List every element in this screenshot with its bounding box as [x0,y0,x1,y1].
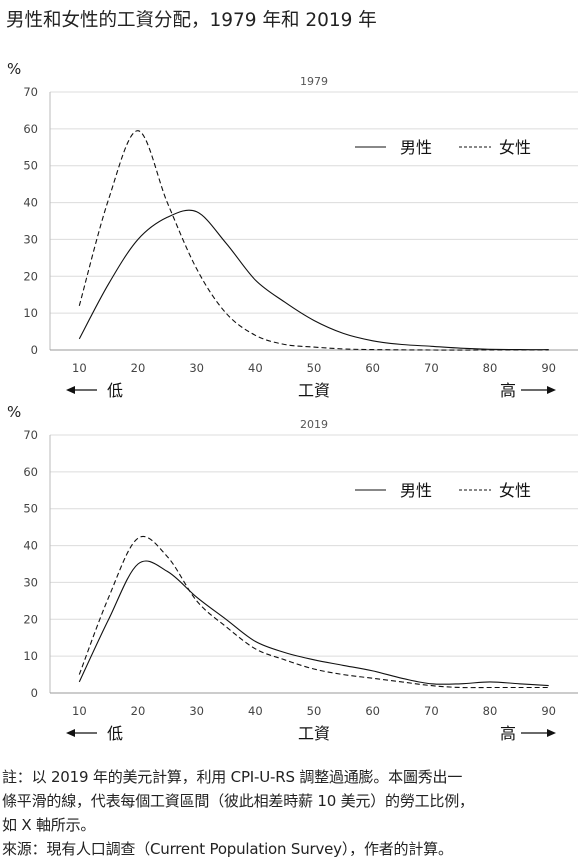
chart-1979-ytick-label: 20 [23,269,38,283]
chart-1979-series-men-line [78,209,549,351]
chart-1979-xtick-label: 40 [248,361,263,375]
chart-2019-ylabel: % [7,403,21,421]
chart-1979-legend-men-label: 男性 [400,138,432,157]
chart-2019-xtick-label: 60 [365,704,380,718]
chart-1979-ytick-label: 50 [23,159,38,173]
chart-2019-ytick-label: 60 [23,465,38,479]
chart-1979-ytick-label: 30 [23,232,38,246]
chart-1979-xtick-label: 50 [307,361,322,375]
chart-1979-xtick-label: 70 [424,361,439,375]
chart-2019-high-label: 高 [500,724,516,743]
chart-2019-ytick-label: 40 [23,539,38,553]
footnote-line-3: 如 X 軸所示。 [2,816,96,834]
chart-2019-ytick-label: 50 [23,502,38,516]
chart-1979-legend-women-label: 女性 [499,138,531,157]
chart-1979-xtick-label: 90 [541,361,556,375]
footnote-line-1: 註：以 2019 年的美元計算，利用 CPI-U-RS 調整過通膨。本圖秀出一 [2,768,463,786]
chart-2019-series-men-line [78,560,549,687]
chart-2019-xtick-label: 80 [483,704,498,718]
chart-2019-xlabel: 工資 [298,724,330,743]
chart-1979-ylabel: % [7,60,21,78]
chart-2019-xtick-label: 30 [189,704,204,718]
chart-2019-ytick-label: 10 [23,649,38,663]
chart-2019-ytick-label: 20 [23,612,38,626]
chart-1979-ytick-label: 60 [23,122,38,136]
chart-1979-panel-title: 1979 [300,75,328,88]
chart-2019-xtick-label: 10 [72,704,87,718]
chart-2019-series-women-line [78,536,549,689]
chart-2019-legend-women-label: 女性 [499,481,531,500]
chart-1979-low-arrow-head [66,386,75,394]
chart-1979-low-label: 低 [107,381,123,400]
chart-2019-xtick-label: 70 [424,704,439,718]
chart-2019-xtick-label: 50 [307,704,322,718]
chart-1979-ytick-label: 40 [23,196,38,210]
chart-2019-xtick-label: 90 [541,704,556,718]
chart-2019-ytick-label: 70 [23,428,38,442]
page-title: 男性和女性的工資分配，1979 年和 2019 年 [6,10,377,31]
footnote-line-2: 條平滑的線，代表每個工資區間（彼此相差時薪 10 美元）的勞工比例， [2,792,474,810]
chart-1979-xlabel: 工資 [298,381,330,400]
chart-2019: % 2019 0 10 20 30 40 50 60 70 10 20 30 40 50 60 70 80 90 低 工… [7,403,578,743]
chart-2019-legend-men-label: 男性 [400,481,432,500]
chart-1979-xtick-label: 60 [365,361,380,375]
chart-1979-ytick-label: 70 [23,85,38,99]
chart-2019-low-arrow-head [66,729,75,737]
chart-1979-ytick-label: 0 [31,343,38,357]
chart-2019-ytick-label: 0 [31,686,38,700]
chart-1979-high-arrow-head [547,386,556,394]
chart-1979-series-women-line [78,130,549,351]
chart-2019-xtick-label: 20 [131,704,146,718]
chart-1979-xtick-label: 30 [189,361,204,375]
chart-1979: % 1979 0 10 20 30 40 50 60 70 10 20 30 40 50 60 70 80 90 低 工… [7,60,578,400]
chart-2019-low-label: 低 [107,724,123,743]
chart-2019-panel-title: 2019 [300,418,328,431]
chart-2019-high-arrow-head [547,729,556,737]
chart-1979-xtick-label: 10 [72,361,87,375]
chart-1979-ytick-label: 10 [23,306,38,320]
chart-1979-xtick-label: 80 [483,361,498,375]
chart-2019-xtick-label: 40 [248,704,263,718]
chart-2019-ytick-label: 30 [23,575,38,589]
chart-1979-high-label: 高 [500,381,516,400]
source-line: 來源：現有人口調查（Current Population Survey），作者的… [2,840,453,858]
chart-1979-xtick-label: 20 [131,361,146,375]
